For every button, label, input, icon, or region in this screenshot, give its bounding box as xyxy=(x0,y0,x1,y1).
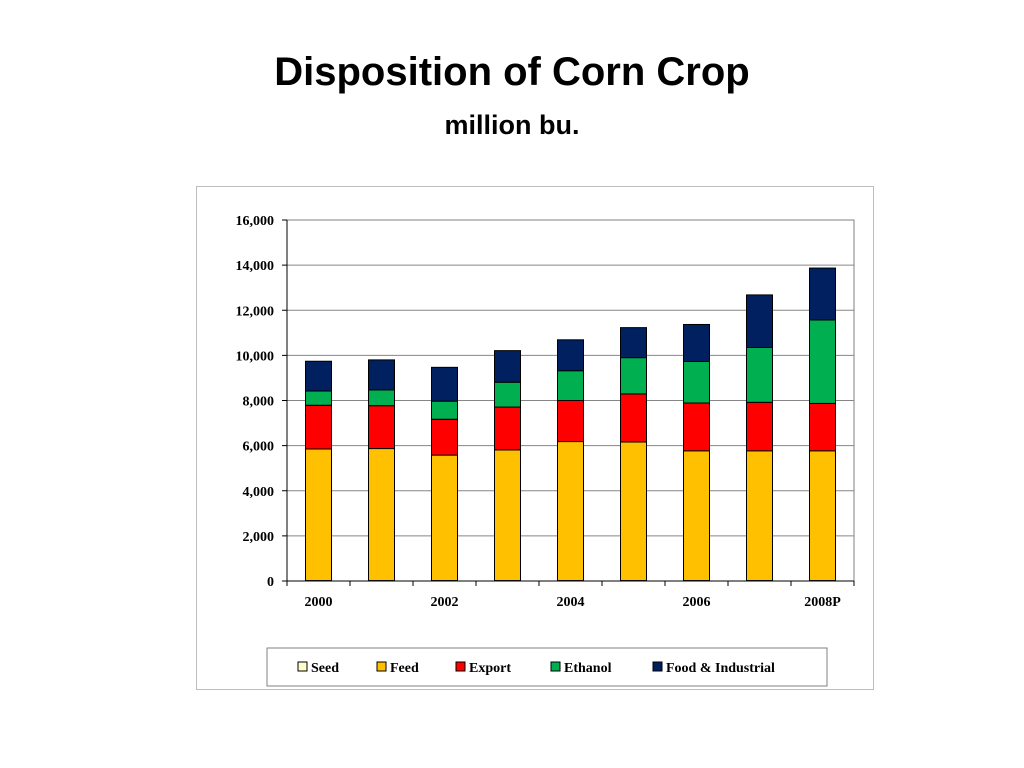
y-tick-label: 14,000 xyxy=(236,259,275,274)
bar-export-2000 xyxy=(305,404,332,450)
slide-subtitle: million bu. xyxy=(444,110,580,140)
legend-swatch-feed xyxy=(376,661,387,672)
bar-food-industrial-2006 xyxy=(683,323,710,362)
bar-export-2001 xyxy=(368,405,395,450)
stacked-bar-chart: 0 2,000 4,000 6,000 8,000 10,000 12,000 14,000 1… xyxy=(236,214,855,687)
bar-feed-2003 xyxy=(494,449,521,582)
bar-feed-2006 xyxy=(683,450,710,582)
bar-feed-2007 xyxy=(746,450,773,582)
bar-ethanol-2008P xyxy=(809,319,836,404)
bar-feed-2005 xyxy=(620,441,647,582)
y-tick-label: 4,000 xyxy=(243,485,275,500)
bar-feed-2008P xyxy=(809,450,836,582)
bar-export-2008P xyxy=(809,402,836,452)
bar-feed-2002 xyxy=(431,454,458,582)
legend: Seed Feed Export Ethanol Food & Industrial xyxy=(266,647,828,687)
bar-export-2007 xyxy=(746,401,773,452)
bar-feed-2004 xyxy=(557,441,584,582)
bar-food-industrial-2000 xyxy=(305,360,332,392)
bar-food-industrial-2002 xyxy=(431,366,458,402)
legend-label-ethanol: Ethanol xyxy=(564,661,612,676)
x-tick-label: 2006 xyxy=(683,595,711,610)
bar-food-industrial-2007 xyxy=(746,294,773,348)
slide-title: Disposition of Corn Crop xyxy=(274,50,750,94)
bar-food-industrial-2003 xyxy=(494,350,521,383)
y-tick-label: 8,000 xyxy=(243,395,275,410)
y-tick-label: 16,000 xyxy=(236,214,275,229)
bar-ethanol-2006 xyxy=(683,360,710,404)
legend-swatch-ethanol xyxy=(550,661,561,672)
legend-label-export: Export xyxy=(469,661,511,676)
bar-export-2006 xyxy=(683,402,710,452)
x-tick-label: 2008P xyxy=(804,595,841,610)
bar-ethanol-2004 xyxy=(557,370,584,401)
bar-food-industrial-2004 xyxy=(557,339,584,372)
chart-frame: 0 2,000 4,000 6,000 8,000 10,000 12,000 14,000 1… xyxy=(196,186,874,690)
x-tick-label: 2004 xyxy=(557,595,585,610)
bar-export-2005 xyxy=(620,393,647,443)
y-tick-label: 10,000 xyxy=(236,349,275,364)
bar-export-2004 xyxy=(557,400,584,443)
y-tick-label: 2,000 xyxy=(243,530,275,545)
legend-swatch-export xyxy=(455,661,466,672)
legend-label-seed: Seed xyxy=(311,661,339,676)
bar-ethanol-2002 xyxy=(431,400,458,420)
bar-ethanol-2007 xyxy=(746,346,773,403)
legend-swatch-food-industrial xyxy=(652,661,663,672)
bar-food-industrial-2008P xyxy=(809,267,836,321)
bar-export-2002 xyxy=(431,418,458,456)
legend-swatch-seed xyxy=(297,661,308,672)
bar-food-industrial-2001 xyxy=(368,359,395,391)
legend-label-feed: Feed xyxy=(390,661,419,676)
legend-label-food-industrial: Food & Industrial xyxy=(666,661,775,676)
bar-ethanol-2003 xyxy=(494,381,521,408)
y-tick-label: 6,000 xyxy=(243,440,275,455)
bar-export-2003 xyxy=(494,406,521,451)
legend-box xyxy=(266,647,828,687)
bar-ethanol-2000 xyxy=(305,390,332,406)
bar-ethanol-2001 xyxy=(368,389,395,407)
bar-food-industrial-2005 xyxy=(620,327,647,359)
bar-feed-2001 xyxy=(368,448,395,582)
bar-feed-2000 xyxy=(305,448,332,582)
y-tick-label: 0 xyxy=(267,575,274,590)
y-tick-label: 12,000 xyxy=(236,304,275,319)
x-tick-label: 2000 xyxy=(305,595,333,610)
x-tick-label: 2002 xyxy=(431,595,459,610)
bar-ethanol-2005 xyxy=(620,357,647,395)
